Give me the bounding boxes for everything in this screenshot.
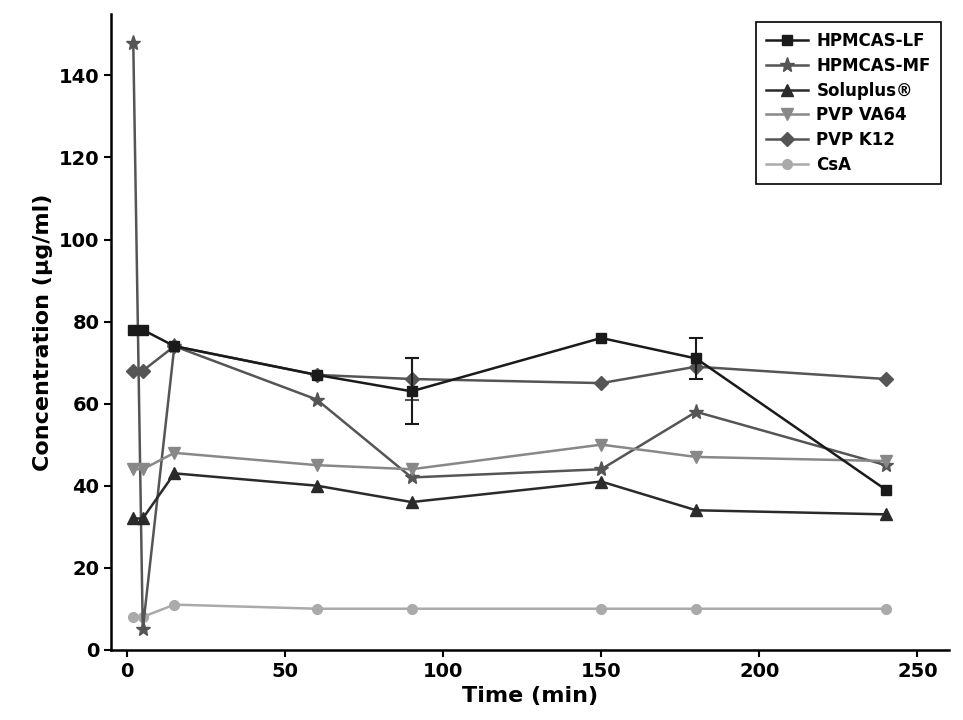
PVP VA64 [169,449,180,457]
HPMCAS-LF [405,387,417,395]
Y-axis label: Concentration (μg/ml): Concentration (μg/ml) [33,193,53,470]
PVP K12 [169,342,180,351]
HPMCAS-LF [690,354,702,363]
CsA [137,613,148,621]
HPMCAS-LF [311,371,323,379]
HPMCAS-LF [169,342,180,351]
PVP VA64 [137,465,148,474]
HPMCAS-MF [127,38,139,47]
HPMCAS-MF [595,465,607,474]
CsA [405,604,417,613]
Soluplus® [405,498,417,506]
PVP K12 [311,371,323,379]
HPMCAS-LF [127,325,139,334]
Soluplus® [127,514,139,523]
CsA [690,604,702,613]
PVP VA64 [311,461,323,469]
HPMCAS-MF [137,625,148,634]
Soluplus® [690,506,702,515]
Line: CsA: CsA [128,600,891,622]
PVP VA64 [127,465,139,474]
CsA [127,613,139,621]
Legend: HPMCAS-LF, HPMCAS-MF, Soluplus®, PVP VA64, PVP K12, CsA: HPMCAS-LF, HPMCAS-MF, Soluplus®, PVP VA6… [756,22,941,184]
PVP VA64 [405,465,417,474]
Soluplus® [880,510,892,518]
Soluplus® [137,514,148,523]
CsA [311,604,323,613]
HPMCAS-MF [880,461,892,469]
HPMCAS-MF [690,408,702,416]
CsA [169,600,180,609]
HPMCAS-LF [880,485,892,494]
PVP K12 [137,366,148,375]
Soluplus® [311,482,323,490]
PVP VA64 [595,441,607,449]
Line: Soluplus®: Soluplus® [128,468,892,524]
PVP VA64 [880,456,892,465]
HPMCAS-LF [137,325,148,334]
PVP K12 [690,362,702,371]
PVP K12 [405,374,417,383]
Line: PVP VA64: PVP VA64 [127,438,892,475]
PVP K12 [880,374,892,383]
CsA [880,604,892,613]
PVP VA64 [690,453,702,462]
Line: PVP K12: PVP K12 [128,341,891,388]
PVP K12 [127,366,139,375]
Soluplus® [595,477,607,486]
Soluplus® [169,469,180,477]
X-axis label: Time (min): Time (min) [462,686,598,706]
PVP K12 [595,379,607,387]
Line: HPMCAS-MF: HPMCAS-MF [125,35,894,637]
Line: HPMCAS-LF: HPMCAS-LF [128,325,891,495]
CsA [595,604,607,613]
HPMCAS-MF [405,473,417,482]
HPMCAS-LF [595,333,607,342]
HPMCAS-MF [311,395,323,404]
HPMCAS-MF [169,342,180,351]
